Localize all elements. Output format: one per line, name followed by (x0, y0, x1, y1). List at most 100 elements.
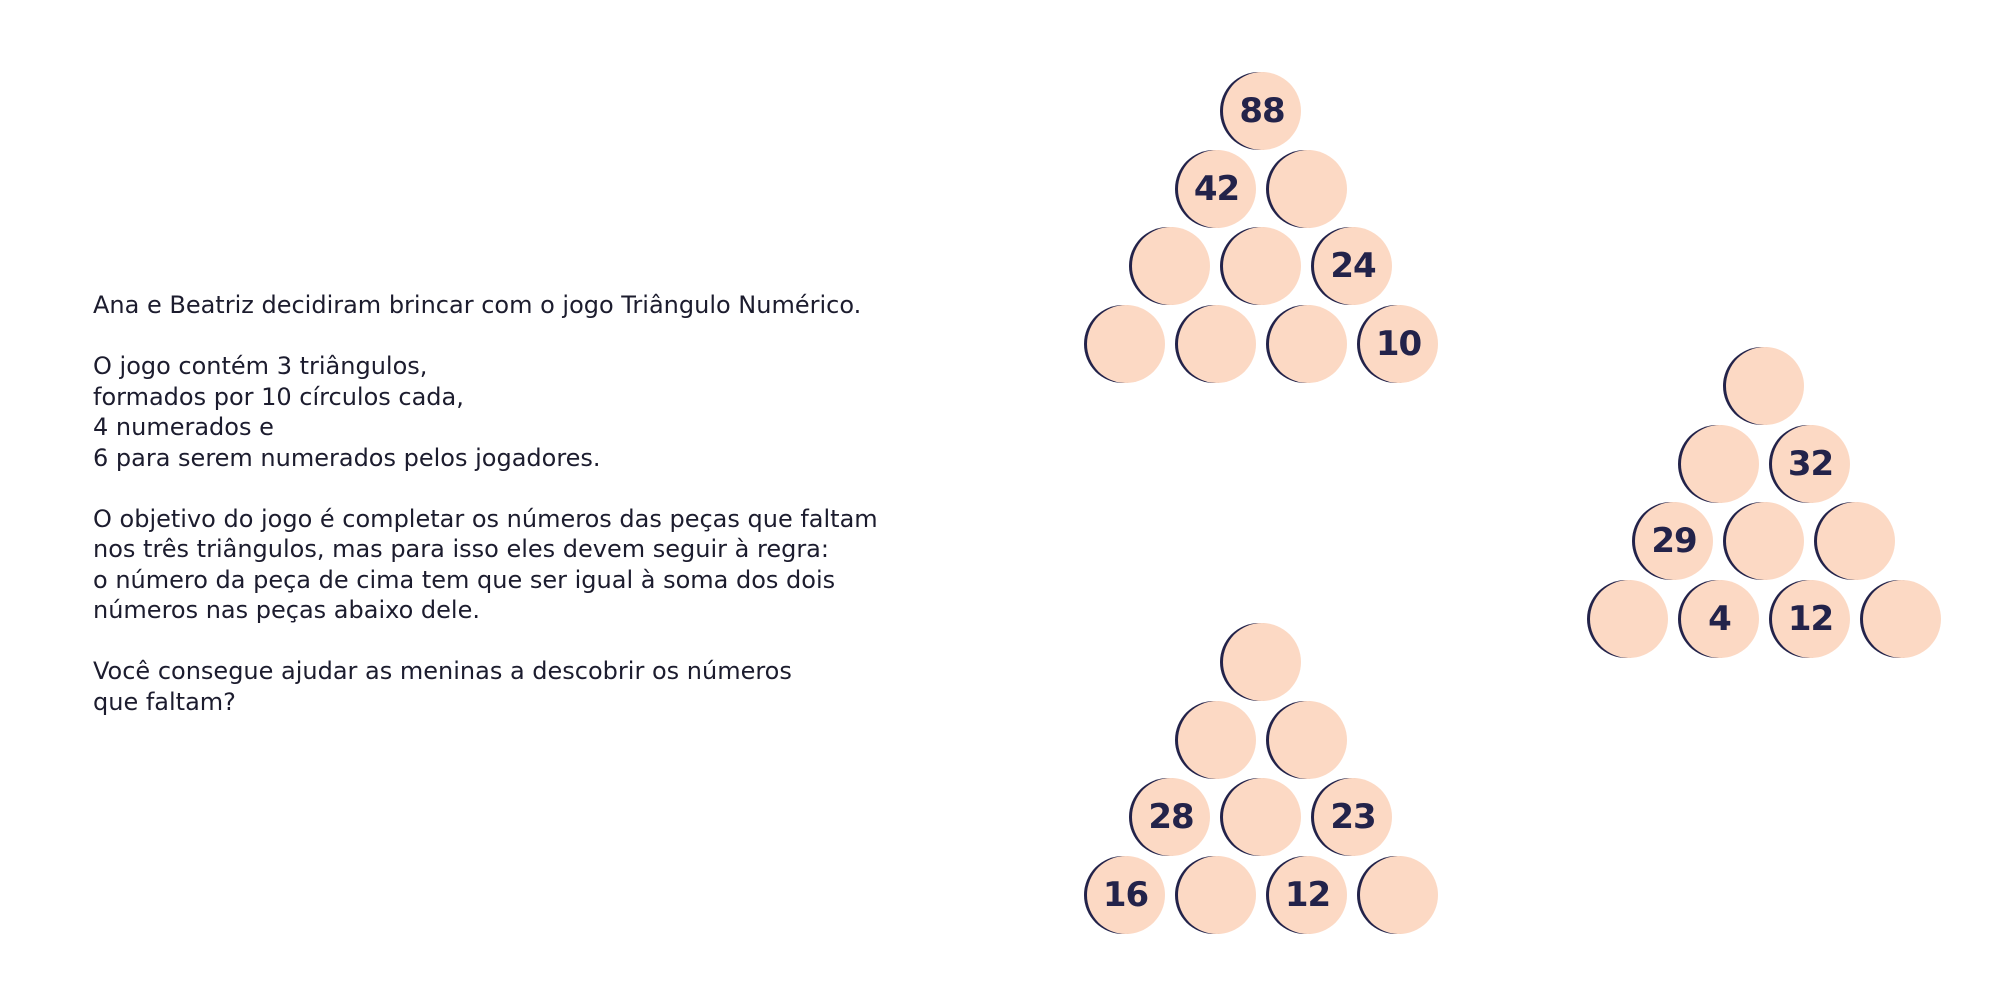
number-circle: 4 (1677, 579, 1759, 658)
empty-circle[interactable] (1859, 579, 1941, 658)
number-circle: 16 (1083, 855, 1165, 934)
circle-number (1132, 227, 1210, 305)
circle-disc (1726, 347, 1804, 425)
number-circle: 24 (1311, 227, 1392, 305)
number-circle: 88 (1220, 72, 1301, 150)
empty-circle[interactable] (1174, 700, 1256, 779)
circle-number: 10 (1375, 323, 1422, 364)
circle-number: 88 (1239, 91, 1285, 131)
circle-disc (1177, 304, 1256, 383)
description-line: formados por 10 círculos cada, (93, 382, 464, 411)
circle-number: 29 (1651, 521, 1697, 561)
circle-disc (1268, 149, 1347, 228)
circle-number (1269, 305, 1347, 383)
circle-disc (1132, 227, 1210, 305)
empty-circle[interactable] (1174, 855, 1256, 934)
circle-number (1726, 502, 1804, 580)
number-circle: 12 (1265, 855, 1347, 934)
circle-number (1223, 778, 1301, 856)
empty-circle[interactable] (1265, 149, 1347, 228)
empty-circle[interactable] (1220, 227, 1301, 305)
circle-disc (1359, 304, 1438, 383)
circle-disc (1086, 304, 1165, 383)
circle-disc (1086, 855, 1165, 934)
empty-circle[interactable] (1723, 502, 1804, 580)
circle-number: 12 (1284, 874, 1331, 915)
circle-disc (1268, 855, 1347, 934)
rule-line: o número da peça de cima tem que ser igu… (93, 565, 836, 594)
circle-number: 23 (1330, 797, 1376, 837)
empty-circle[interactable] (1174, 304, 1256, 383)
circle-number: 12 (1787, 598, 1834, 639)
empty-circle[interactable] (1723, 347, 1804, 425)
circle-number (1269, 701, 1347, 779)
circle-disc (1680, 579, 1759, 658)
circle-number (1269, 150, 1347, 228)
circle-disc (1177, 855, 1256, 934)
circle-number (1863, 580, 1941, 658)
circle-number (1817, 502, 1895, 580)
circle-disc (1177, 149, 1256, 228)
empty-circle[interactable] (1220, 778, 1301, 856)
number-circle: 29 (1632, 502, 1713, 580)
number-circle: 23 (1311, 778, 1392, 856)
description-line: 4 numerados e (93, 413, 274, 441)
circle-disc (1817, 502, 1895, 580)
question-line: que faltam? (93, 687, 236, 716)
circle-number: 32 (1787, 443, 1834, 484)
empty-circle[interactable] (1586, 579, 1668, 658)
circle-number (1360, 856, 1438, 934)
description-line: O jogo contém 3 triângulos, (93, 352, 428, 380)
circle-disc (1314, 778, 1392, 856)
description-line: 6 para serem numerados pelos jogadores. (93, 443, 601, 472)
empty-circle[interactable] (1677, 424, 1759, 503)
circle-disc (1268, 700, 1347, 779)
empty-circle[interactable] (1814, 502, 1895, 580)
empty-circle[interactable] (1356, 855, 1438, 934)
circle-disc (1589, 579, 1668, 658)
circle-number: 28 (1148, 797, 1194, 837)
question-line: Você consegue ajudar as meninas a descob… (93, 657, 792, 685)
empty-circle[interactable] (1265, 304, 1347, 383)
rule-line: nos três triângulos, mas para isso eles … (93, 535, 829, 563)
circle-number (1726, 347, 1804, 425)
circle-number (1178, 856, 1256, 934)
number-circle: 12 (1768, 579, 1850, 658)
circle-disc (1223, 227, 1301, 305)
circle-disc (1268, 304, 1347, 383)
number-circle: 28 (1129, 778, 1210, 856)
circle-number: 42 (1193, 168, 1240, 209)
empty-circle[interactable] (1083, 304, 1165, 383)
number-circle: 42 (1174, 149, 1256, 228)
circle-number: 4 (1708, 598, 1732, 639)
circle-disc (1359, 855, 1438, 934)
circle-number (1223, 623, 1301, 701)
circle-disc (1314, 227, 1392, 305)
question-paragraph: Você consegue ajudar as meninas a descob… (93, 656, 993, 717)
circle-disc (1680, 424, 1759, 503)
circle-disc (1771, 424, 1850, 503)
circle-disc (1223, 778, 1301, 856)
empty-circle[interactable] (1265, 700, 1347, 779)
rule-line: números nas peças abaixo dele. (93, 596, 480, 624)
circle-number: 16 (1102, 874, 1149, 915)
circle-number (1681, 425, 1759, 503)
intro-line: Ana e Beatriz decidiram brincar com o jo… (93, 291, 862, 319)
circle-number (1223, 227, 1301, 305)
circle-disc (1635, 502, 1713, 580)
circle-number (1178, 701, 1256, 779)
circle-disc (1726, 502, 1804, 580)
instructions-text: Ana e Beatriz decidiram brincar com o jo… (93, 290, 993, 748)
empty-circle[interactable] (1220, 623, 1301, 701)
circle-number (1087, 305, 1165, 383)
intro-paragraph: Ana e Beatriz decidiram brincar com o jo… (93, 290, 993, 321)
circle-disc (1771, 579, 1850, 658)
circle-number (1590, 580, 1668, 658)
circle-number (1178, 305, 1256, 383)
circle-disc (1862, 579, 1941, 658)
empty-circle[interactable] (1129, 227, 1210, 305)
number-circle: 10 (1356, 304, 1438, 383)
circle-disc (1177, 700, 1256, 779)
rule-line: O objetivo do jogo é completar os número… (93, 504, 878, 533)
number-circle: 32 (1768, 424, 1850, 503)
